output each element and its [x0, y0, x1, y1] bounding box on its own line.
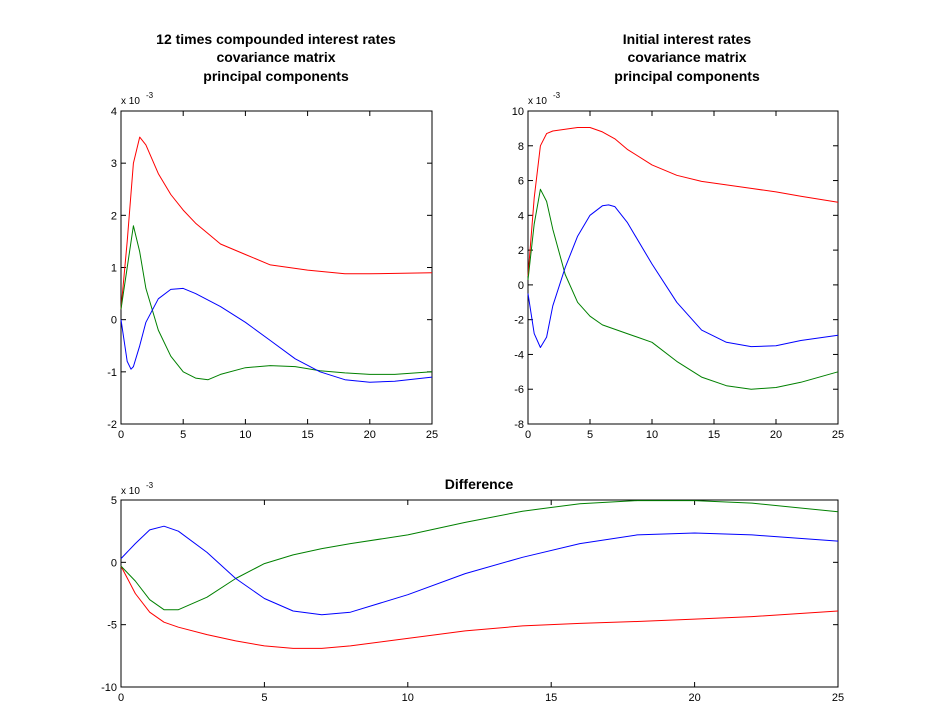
x-tick-label: 20 — [364, 429, 376, 441]
x-tick-label: 25 — [426, 429, 438, 441]
y-axis-multiplier-exponent: -3 — [146, 481, 154, 490]
y-tick-label: 6 — [518, 176, 524, 188]
x-tick-label: 25 — [832, 429, 844, 441]
y-tick-label: -2 — [107, 419, 117, 431]
y-tick-label: 4 — [111, 106, 117, 118]
x-tick-label: 25 — [832, 692, 844, 704]
y-tick-label: 0 — [111, 315, 117, 327]
x-tick-label: 10 — [239, 429, 251, 441]
y-tick-label: 0 — [518, 280, 524, 292]
chart-title-line-2: covariance matrix — [216, 49, 335, 65]
y-tick-label: 10 — [512, 106, 524, 118]
y-axis-multiplier: x 10 — [121, 96, 140, 107]
chart-initial-rates: Initial interest rates covariance matrix… — [512, 31, 844, 441]
y-axis-multiplier: x 10 — [528, 96, 547, 107]
chart-difference: Difference x 10 -3 0 5 10 15 20 25 -10 -5 0 5 — [101, 476, 844, 704]
x-tick-label: 0 — [525, 429, 531, 441]
series-red-line — [120, 565, 839, 649]
series-green-line — [120, 500, 839, 611]
x-tick-label: 5 — [261, 692, 267, 704]
y-tick-label: -1 — [107, 367, 117, 379]
y-tick-label: 0 — [111, 557, 117, 569]
x-tick-label: 10 — [402, 692, 414, 704]
y-tick-label: -5 — [107, 620, 117, 632]
chart-title-line-1: 12 times compounded interest rates — [156, 31, 396, 47]
series-red-line — [527, 127, 839, 277]
x-tick-label: 0 — [118, 429, 124, 441]
chart-title-line-3: principal components — [203, 68, 349, 84]
y-axis-multiplier: x 10 — [121, 486, 140, 497]
x-tick-label: 15 — [545, 692, 557, 704]
plot-area-frame — [120, 499, 839, 688]
y-tick-label: 2 — [518, 245, 524, 257]
y-tick-label: -6 — [514, 384, 524, 396]
x-tick-label: 15 — [301, 429, 313, 441]
y-tick-label: -4 — [514, 349, 524, 361]
y-tick-label: 2 — [111, 210, 117, 222]
chart-compounded-rates: 12 times compounded interest rates covar… — [107, 31, 438, 441]
chart-title: Difference — [445, 476, 514, 492]
y-tick-label: 4 — [518, 210, 524, 222]
series-blue-line — [120, 287, 433, 383]
x-tick-label: 15 — [708, 429, 720, 441]
y-tick-label: 5 — [111, 495, 117, 507]
series-blue-line — [120, 525, 839, 616]
y-axis-multiplier-exponent: -3 — [553, 91, 561, 100]
chart-title-line-1: Initial interest rates — [623, 31, 752, 47]
x-tick-label: 0 — [118, 692, 124, 704]
x-tick-label: 20 — [770, 429, 782, 441]
series-green-line — [120, 225, 433, 381]
chart-title-line-3: principal components — [614, 68, 760, 84]
series-blue-line — [527, 204, 839, 348]
series-green-line — [527, 188, 839, 390]
y-tick-label: -8 — [514, 419, 524, 431]
y-tick-label: 3 — [111, 158, 117, 170]
y-tick-label: 8 — [518, 141, 524, 153]
y-tick-label: -2 — [514, 315, 524, 327]
y-tick-label: -10 — [101, 682, 117, 694]
series-red-line — [120, 136, 433, 310]
x-tick-label: 5 — [587, 429, 593, 441]
x-tick-label: 5 — [180, 429, 186, 441]
y-axis-multiplier-exponent: -3 — [146, 91, 154, 100]
y-tick-label: 1 — [111, 263, 117, 275]
x-tick-label: 20 — [688, 692, 700, 704]
plot-area-frame — [527, 110, 839, 425]
chart-title-line-2: covariance matrix — [627, 49, 746, 65]
x-tick-label: 10 — [646, 429, 658, 441]
